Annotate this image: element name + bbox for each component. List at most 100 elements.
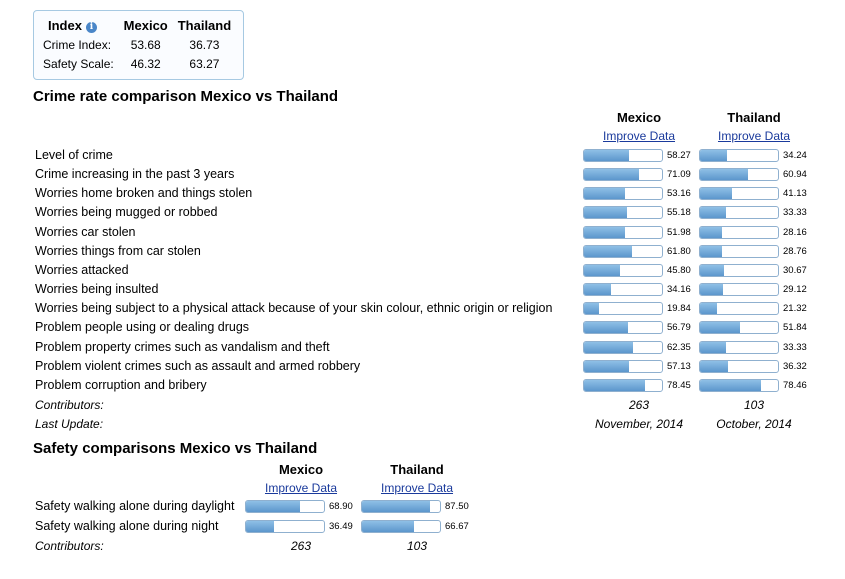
score-bar-fill xyxy=(700,360,729,372)
index-summary-box: Index i Mexico Thailand Crime Index: 53.6… xyxy=(33,10,244,80)
score-bar-fill xyxy=(700,226,722,238)
row-label: Safety walking alone during daylight xyxy=(35,499,235,513)
score-bar-fill xyxy=(700,303,717,315)
crime-country2-header: Thailand xyxy=(727,110,781,125)
score-bar-thailand xyxy=(699,359,779,373)
crime-contributors-thailand: 103 xyxy=(743,398,765,412)
score-bar-fill xyxy=(584,284,611,296)
score-value-mexico: 51.98 xyxy=(667,226,691,238)
score-value-mexico: 45.80 xyxy=(667,264,691,276)
crime-improve-data-link-mexico[interactable]: Improve Data xyxy=(602,129,676,143)
score-value-thailand: 34.24 xyxy=(783,150,807,161)
summary-row-label: Safety Scale: xyxy=(43,56,114,71)
safety-section-title: Safety comparisons Mexico vs Thailand xyxy=(33,440,318,457)
score-value-mexico: 36.49 xyxy=(329,521,353,532)
score-value-mexico: 57.13 xyxy=(667,360,691,372)
score-bar-mexico xyxy=(245,500,325,513)
score-value-thailand: 33.33 xyxy=(783,341,807,353)
score-value-thailand: 60.94 xyxy=(783,169,807,181)
score-value-mexico: 71.09 xyxy=(667,169,691,181)
safety-contributors-mexico: 263 xyxy=(290,539,312,553)
crime-improve-data-link-thailand[interactable]: Improve Data xyxy=(717,129,791,143)
row-label: Worries car stolen xyxy=(35,224,136,239)
crime-contributors-label: Contributors: xyxy=(35,398,104,412)
score-value-mexico: 34.16 xyxy=(667,284,691,296)
score-bar-mexico xyxy=(245,520,325,533)
score-value-mexico: 78.45 xyxy=(667,379,691,391)
score-bar-fill xyxy=(584,169,640,181)
index-header: Index xyxy=(48,18,82,33)
score-bar-fill xyxy=(584,188,626,200)
score-bar-mexico xyxy=(583,378,663,392)
score-bar-fill xyxy=(700,188,733,200)
score-bar-thailand xyxy=(699,283,779,297)
score-bar-thailand xyxy=(699,263,779,277)
crime-section-title: Crime rate comparison Mexico vs Thailand xyxy=(33,88,339,105)
score-bar-fill xyxy=(700,169,748,181)
score-bar-mexico xyxy=(583,149,663,162)
row-label: Crime increasing in the past 3 years xyxy=(35,167,235,182)
score-bar-mexico xyxy=(583,321,663,335)
score-bar-mexico xyxy=(583,244,663,258)
row-label: Worries being mugged or robbed xyxy=(35,205,218,220)
score-bar-fill xyxy=(700,322,741,334)
score-value-mexico: 68.90 xyxy=(329,501,353,512)
summary-value: 53.68 xyxy=(130,37,161,52)
score-bar-mexico xyxy=(583,225,663,239)
score-bar-fill xyxy=(700,341,726,353)
score-value-thailand: 78.46 xyxy=(783,379,807,391)
crime-country1-header: Mexico xyxy=(616,110,662,125)
score-value-mexico: 58.27 xyxy=(667,150,691,161)
score-value-thailand: 29.12 xyxy=(783,284,807,296)
summary-country1-header: Mexico xyxy=(123,18,168,33)
last-update-mexico: November, 2014 xyxy=(594,417,684,431)
summary-country2-header: Thailand xyxy=(177,18,232,33)
score-value-thailand: 33.33 xyxy=(783,207,807,219)
row-label: Worries home broken and things stolen xyxy=(35,186,253,201)
safety-improve-data-link-mexico[interactable]: Improve Data xyxy=(264,481,338,495)
score-bar-fill xyxy=(700,264,724,276)
score-value-thailand: 21.32 xyxy=(783,303,807,315)
score-bar-thailand xyxy=(699,302,779,316)
score-bar-fill xyxy=(584,360,629,372)
score-bar-thailand xyxy=(699,206,779,220)
last-update-label: Last Update: xyxy=(35,417,104,431)
safety-contributors-label: Contributors: xyxy=(35,539,104,553)
score-bar-mexico xyxy=(583,302,663,316)
score-value-thailand: 36.32 xyxy=(783,360,807,372)
score-bar-fill xyxy=(584,341,633,353)
row-label: Worries being subject to a physical atta… xyxy=(35,301,553,316)
safety-country1-header: Mexico xyxy=(278,462,324,477)
score-value-mexico: 55.18 xyxy=(667,207,691,219)
score-bar-thailand xyxy=(699,321,779,335)
score-bar-fill xyxy=(246,521,275,532)
crime-contributors-mexico: 263 xyxy=(628,398,650,412)
info-icon[interactable]: i xyxy=(85,22,97,33)
score-bar-fill xyxy=(584,245,633,257)
score-bar-thailand xyxy=(699,244,779,258)
score-value-mexico: 62.35 xyxy=(667,341,691,353)
score-bar-thailand xyxy=(699,225,779,239)
score-bar-thailand xyxy=(699,187,779,201)
score-bar-fill xyxy=(584,379,646,391)
score-bar-thailand xyxy=(699,168,779,182)
score-bar-fill xyxy=(700,284,723,296)
score-bar-fill xyxy=(584,322,629,334)
score-value-thailand: 66.67 xyxy=(445,521,469,532)
score-bar-thailand xyxy=(699,340,779,354)
summary-value: 46.32 xyxy=(130,56,161,71)
safety-improve-data-link-thailand[interactable]: Improve Data xyxy=(380,481,454,495)
score-value-mexico: 61.80 xyxy=(667,245,691,257)
row-label: Safety walking alone during night xyxy=(35,519,219,533)
score-bar-fill xyxy=(584,303,600,315)
score-bar-fill xyxy=(584,150,630,161)
score-bar-mexico xyxy=(583,359,663,373)
summary-value: 63.27 xyxy=(189,56,220,71)
row-label: Problem corruption and bribery xyxy=(35,377,207,392)
score-bar-fill xyxy=(700,150,727,161)
score-bar-mexico xyxy=(583,263,663,277)
score-bar-thailand xyxy=(361,520,441,533)
index-summary-table: Index i Mexico Thailand Crime Index: 53.6… xyxy=(40,16,234,73)
score-bar-thailand xyxy=(361,500,441,513)
score-bar-fill xyxy=(700,245,723,257)
